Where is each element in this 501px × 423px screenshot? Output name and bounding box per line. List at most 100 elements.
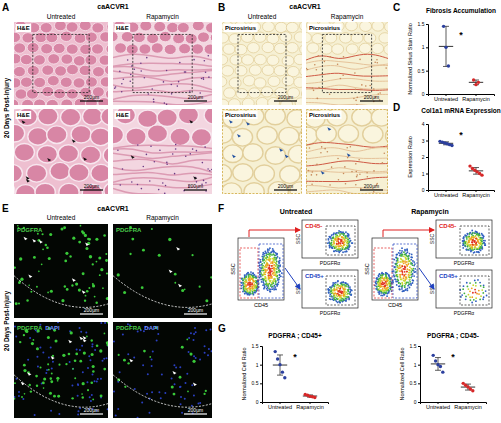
nucleus — [385, 67, 387, 69]
cell — [312, 34, 324, 44]
event — [338, 285, 340, 287]
nucleus — [376, 62, 378, 64]
event — [274, 278, 276, 280]
event — [341, 300, 343, 302]
cell — [177, 22, 189, 32]
event — [249, 273, 251, 275]
cell — [360, 22, 372, 31]
cell — [154, 22, 166, 32]
nucleus — [121, 91, 123, 93]
event — [346, 296, 348, 298]
arrowhead — [26, 176, 30, 180]
pdgfra-cell — [129, 253, 131, 255]
event — [379, 286, 381, 288]
pdgfra-cell — [87, 389, 89, 391]
cell — [73, 78, 85, 88]
event — [408, 260, 410, 262]
event — [267, 272, 269, 274]
nucleus — [321, 146, 323, 148]
event — [270, 262, 272, 264]
event — [398, 285, 400, 287]
column-header: Untreated — [47, 214, 76, 221]
nucleus — [94, 380, 96, 382]
nucleus — [133, 357, 135, 359]
event — [267, 289, 269, 291]
stain-label: H&E — [17, 112, 30, 118]
cell — [66, 22, 78, 32]
event — [330, 236, 332, 238]
pdgfra-cell — [35, 375, 38, 378]
nucleus — [306, 68, 307, 70]
pdgfra-cell — [33, 256, 36, 259]
pdgfra-cell — [88, 238, 91, 241]
pdgfra-cell — [106, 341, 108, 344]
cell — [274, 66, 286, 76]
nucleus — [190, 332, 192, 334]
nucleus — [193, 355, 195, 357]
fiber — [113, 153, 212, 159]
event — [278, 281, 280, 283]
nucleus — [39, 346, 41, 348]
nucleus — [18, 391, 20, 393]
pdgfra-cell — [100, 395, 103, 398]
nucleus — [205, 182, 207, 184]
event — [401, 254, 403, 256]
pdgfra-cell — [179, 376, 182, 379]
nucleus — [127, 353, 129, 355]
event — [269, 255, 271, 257]
label-background — [308, 24, 342, 32]
scale-bar-label: 200μm — [278, 94, 293, 100]
nucleus — [166, 104, 168, 105]
pdgfra-cell — [86, 290, 89, 293]
cell — [147, 125, 167, 143]
cell — [222, 76, 227, 86]
event — [277, 278, 279, 280]
event — [382, 288, 384, 290]
event — [247, 290, 249, 292]
cell — [100, 32, 108, 42]
event — [263, 268, 265, 270]
cell — [173, 33, 185, 43]
image-background — [113, 322, 212, 418]
event — [345, 300, 347, 302]
event — [269, 272, 271, 274]
event — [396, 253, 398, 255]
event — [269, 270, 271, 272]
event — [336, 246, 338, 248]
micrograph — [14, 109, 108, 194]
cell — [42, 65, 54, 75]
event — [342, 286, 344, 288]
event — [333, 234, 335, 236]
nucleus — [344, 166, 346, 168]
event — [412, 264, 414, 266]
event — [264, 268, 266, 270]
cell — [288, 145, 302, 163]
event — [338, 238, 340, 240]
cell — [34, 77, 46, 87]
event — [388, 282, 390, 284]
pdgfra-cell — [106, 297, 108, 300]
arrowhead — [237, 134, 241, 138]
fiber — [306, 88, 388, 91]
event — [337, 287, 339, 289]
cell — [286, 22, 298, 32]
cell — [261, 87, 273, 97]
event — [384, 273, 386, 275]
column-header: Rapamycin — [146, 214, 179, 222]
nucleus — [48, 356, 50, 358]
cell — [352, 109, 372, 126]
event — [342, 242, 344, 244]
cell — [103, 146, 108, 164]
nucleus — [80, 331, 82, 333]
pdgfra-cell — [117, 273, 120, 276]
event — [242, 279, 244, 281]
event — [261, 266, 263, 268]
event — [248, 274, 250, 276]
nucleus — [72, 368, 74, 370]
cell — [300, 66, 302, 76]
cell — [106, 44, 108, 54]
scale-bar-label: 200μm — [188, 183, 203, 189]
event — [380, 292, 382, 294]
event — [347, 233, 349, 235]
pdgfra-cell — [19, 257, 22, 260]
